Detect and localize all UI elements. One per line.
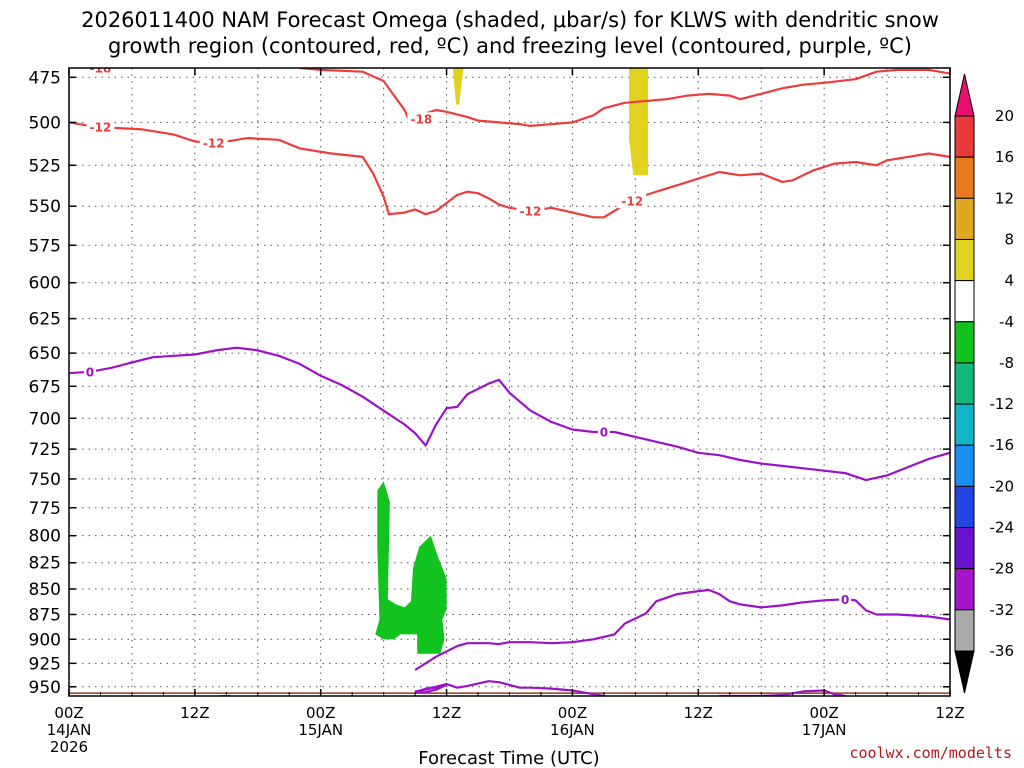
y-tick-label-700: 700 — [29, 409, 61, 429]
omega-region-1 — [452, 68, 464, 105]
y-tick-label-600: 600 — [29, 274, 61, 294]
contour-layer — [69, 68, 950, 696]
freezing-level-label-bg-2-1 — [839, 592, 852, 607]
colorbar-label-13: -32 — [990, 601, 1015, 619]
freezing-level-label-1-1: 0 — [86, 365, 94, 379]
y-tick-label-550: 550 — [29, 197, 61, 217]
y-tick-label-575: 575 — [29, 236, 61, 256]
x-tick-label-48-1: 00Z — [558, 704, 587, 722]
colorbar-label-2: 16 — [995, 148, 1014, 166]
colorbar-label-12: -28 — [990, 560, 1015, 578]
chart-title-line-2: growth region (contoured, red, ºC) and f… — [108, 34, 912, 58]
dgz-label-bg-2-1 — [86, 119, 115, 134]
colorbar-swatch-13 — [954, 609, 975, 652]
freezing-level-label-bg-1-2 — [597, 424, 610, 439]
colorbar-label-7: -8 — [999, 354, 1014, 372]
colorbar-swatch-2 — [954, 156, 975, 199]
colorbar-label-1: 20 — [995, 107, 1014, 125]
colorbar-swatch-1 — [954, 115, 975, 158]
colorbar-label-5: 4 — [1004, 272, 1014, 290]
colorbar-label-9: -16 — [990, 436, 1015, 454]
colorbar-label-3: 12 — [995, 189, 1014, 207]
dgz-label-1-1: -18 — [90, 62, 112, 76]
colorbar-label-10: -20 — [990, 477, 1015, 495]
colorbar-label-4: 8 — [1004, 230, 1014, 248]
colorbar-top-triangle — [954, 73, 975, 117]
dgz-label-bg-2-2 — [516, 203, 545, 218]
y-tick-label-775: 775 — [29, 499, 61, 519]
y-tick-label-650: 650 — [29, 344, 61, 364]
colorbar-swatch-8 — [954, 403, 975, 446]
y-tick-label-850: 850 — [29, 580, 61, 600]
y-tick-label-950: 950 — [29, 678, 61, 698]
x-tick-label-72-2: 17JAN — [802, 721, 847, 739]
colorbar-swatch-4 — [954, 238, 975, 282]
freezing-level-contour-2 — [414, 588, 950, 671]
contour-label-layer: -18-18-12-12-12-1200000 — [83, 62, 852, 607]
dgz-label-2-3: -12 — [203, 137, 225, 151]
freezing-level-label-2-1: 0 — [841, 593, 849, 607]
x-tick-label-84-1: 12Z — [935, 704, 964, 722]
dgz-label-2-4: -12 — [621, 195, 643, 209]
credit-text: coolwx.com/modelts — [849, 744, 1012, 762]
dgz-label-bg-2-4 — [618, 194, 647, 209]
pressure-axis: 475 500 525 550 575 600 625 650 675 700 725 750 775 8… — [29, 68, 950, 698]
y-tick-label-750: 750 — [29, 470, 61, 490]
colorbar-swatch-5 — [954, 280, 975, 323]
y-tick-label-875: 875 — [29, 605, 61, 625]
x-tick-label-0-3: 2026 — [50, 738, 88, 756]
dgz-label-2-1: -12 — [90, 120, 112, 134]
x-tick-label-36-1: 12Z — [432, 704, 461, 722]
y-tick-label-625: 625 — [29, 310, 61, 330]
dgz-contour-2 — [69, 121, 950, 219]
colorbar-bottom-triangle — [954, 650, 975, 694]
dgz-label-bg-1-1 — [86, 68, 115, 75]
y-tick-label-525: 525 — [29, 156, 61, 176]
colorbar-swatch-9 — [954, 444, 975, 487]
omega-region-2 — [629, 68, 648, 176]
freezing-level-label-bg-1-1 — [83, 364, 96, 379]
x-tick-label-24-1: 00Z — [306, 704, 335, 722]
y-tick-label-725: 725 — [29, 440, 61, 460]
x-tick-label-24-2: 15JAN — [298, 721, 343, 739]
freezing-level-contour-4 — [414, 683, 448, 694]
colorbar-label-8: -12 — [990, 395, 1015, 413]
y-tick-label-900: 900 — [29, 630, 61, 650]
x-axis-label: Forecast Time (UTC) — [418, 748, 599, 768]
dgz-label-2-2: -12 — [520, 204, 542, 218]
dgz-label-1-2: -18 — [411, 113, 433, 127]
x-tick-label-48-2: 16JAN — [550, 721, 595, 739]
colorbar-label-11: -24 — [990, 519, 1015, 537]
y-tick-label-825: 825 — [29, 554, 61, 574]
dgz-label-bg-1-2 — [407, 112, 436, 127]
colorbar-label-14: -36 — [990, 642, 1015, 660]
x-tick-label-12-1: 12Z — [180, 704, 209, 722]
colorbar-swatch-3 — [954, 197, 975, 240]
colorbar-swatch-10 — [954, 485, 975, 529]
y-tick-label-475: 475 — [29, 68, 61, 88]
colorbar-swatch-11 — [954, 527, 975, 570]
x-tick-label-0-2: 14JAN — [47, 721, 92, 739]
freezing-level-contour-1 — [69, 346, 950, 482]
y-tick-label-800: 800 — [29, 527, 61, 547]
freezing-level-label-1-2: 0 — [600, 425, 608, 439]
x-tick-label-0-1: 00Z — [54, 704, 83, 722]
freezing-level-contour-5 — [719, 689, 846, 696]
omega-colorbar: 20 16 12 8 4 -4 -8 -12 -16 -20 -24 -28 -32 -36 — [954, 73, 1015, 694]
x-tick-label-60-1: 12Z — [684, 704, 713, 722]
omega-shading-layer — [375, 68, 648, 654]
colorbar-swatch-7 — [954, 362, 975, 405]
y-tick-label-675: 675 — [29, 377, 61, 397]
y-tick-label-925: 925 — [29, 654, 61, 674]
y-tick-label-500: 500 — [29, 113, 61, 133]
dgz-label-bg-2-3 — [199, 136, 228, 151]
colorbar-swatch-12 — [954, 568, 975, 611]
x-tick-label-72-1: 00Z — [809, 704, 838, 722]
colorbar-label-6: -4 — [999, 313, 1014, 331]
omega-region-3 — [375, 481, 447, 654]
colorbar-swatch-6 — [954, 321, 975, 364]
chart-title-line-1: 2026011400 NAM Forecast Omega (shaded, μ… — [81, 8, 939, 32]
